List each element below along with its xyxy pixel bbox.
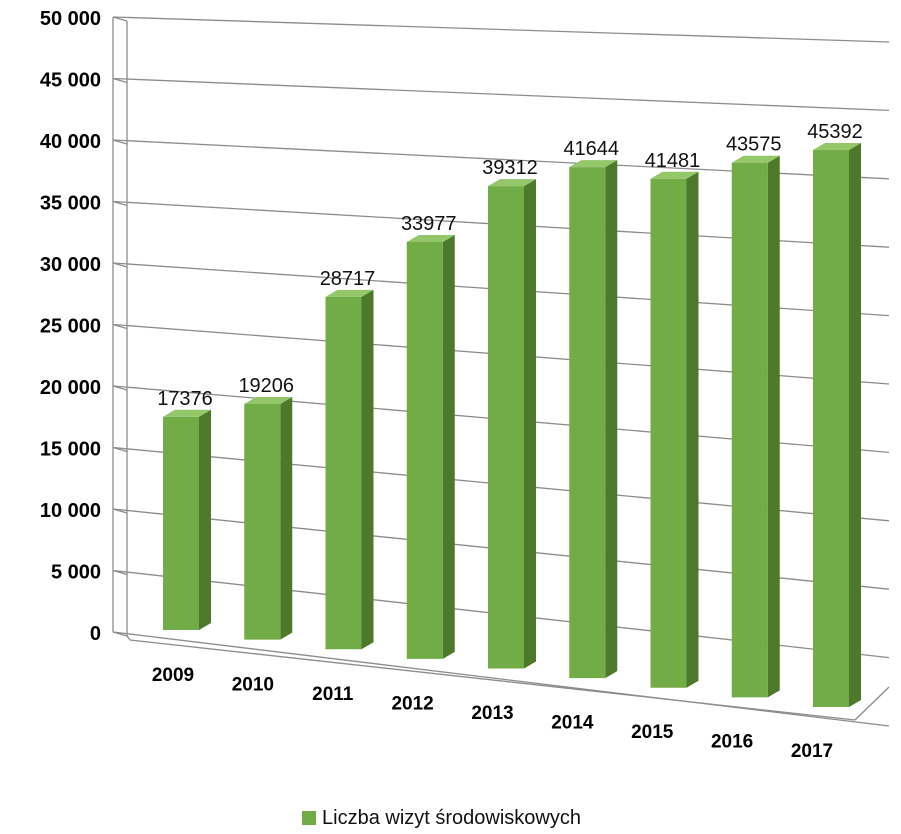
bar-side bbox=[361, 289, 374, 650]
bar-front bbox=[650, 178, 687, 688]
floor-edge bbox=[854, 686, 890, 721]
y-tick-label: 20 000 bbox=[40, 377, 101, 399]
x-axis-tick-labels: 2009 2010 2011 2012 2013 2014 2015 2016 2017 bbox=[152, 665, 833, 762]
y-tick-label: 50 000 bbox=[40, 8, 101, 30]
bar-front bbox=[813, 150, 849, 707]
y-tick-label: 5 000 bbox=[51, 562, 101, 584]
floor-edge bbox=[129, 639, 856, 721]
x-tick-label: 2014 bbox=[551, 713, 594, 734]
x-tick-label: 2015 bbox=[631, 722, 674, 743]
bar-front bbox=[244, 403, 281, 640]
bar-side bbox=[524, 179, 536, 669]
bar-side bbox=[442, 234, 455, 659]
y-tick-label: 45 000 bbox=[40, 70, 101, 92]
data-label: 39312 bbox=[482, 157, 538, 179]
bar-top bbox=[163, 409, 211, 417]
data-label: 17376 bbox=[157, 388, 213, 410]
x-tick-label: 2011 bbox=[312, 684, 354, 705]
legend-swatch bbox=[302, 811, 316, 825]
bar-top bbox=[244, 396, 293, 404]
bar-top bbox=[731, 155, 780, 163]
bar-side bbox=[686, 171, 699, 688]
data-labels: 17376 19206 28717 33977 39312 41644 41481 43575… bbox=[157, 121, 863, 410]
bar-front bbox=[406, 241, 443, 659]
bar-front bbox=[569, 167, 606, 679]
legend: Liczba wizyt środowiskowych bbox=[302, 806, 581, 830]
gridline-wall bbox=[112, 508, 128, 514]
bar-front bbox=[325, 296, 362, 650]
bar bbox=[163, 409, 211, 630]
gridline-wall bbox=[112, 569, 128, 576]
gridline-wall bbox=[112, 16, 128, 22]
gridline-wall bbox=[112, 631, 128, 637]
floor-edge bbox=[126, 635, 131, 641]
gridline-wall bbox=[112, 77, 128, 84]
bar-front bbox=[731, 162, 768, 698]
y-tick-label: 10 000 bbox=[40, 500, 101, 522]
bar-top bbox=[406, 234, 455, 242]
x-tick-label: 2016 bbox=[711, 732, 753, 753]
bar-side bbox=[199, 409, 211, 630]
gridline-wall bbox=[112, 262, 128, 268]
gridline bbox=[112, 631, 890, 727]
bars bbox=[163, 143, 861, 707]
bar bbox=[406, 234, 455, 659]
gridline-wall bbox=[112, 385, 128, 391]
bar-front bbox=[163, 416, 199, 630]
bar bbox=[569, 160, 618, 679]
bar bbox=[813, 143, 861, 707]
bar-top bbox=[813, 143, 861, 151]
bar-chart: 0 5 000 10 000 15 000 20 000 25 000 30 000 35 0… bbox=[40, 8, 890, 762]
bar-side bbox=[849, 143, 861, 707]
data-label: 41481 bbox=[645, 150, 701, 172]
x-tick-label: 2017 bbox=[791, 741, 833, 762]
bar-top bbox=[325, 289, 374, 297]
bar-side bbox=[280, 396, 293, 640]
legend-label: Liczba wizyt środowiskowych bbox=[322, 806, 581, 829]
gridline-wall bbox=[112, 139, 128, 145]
bar-top bbox=[488, 179, 536, 187]
x-tick-label: 2012 bbox=[391, 694, 433, 715]
y-tick-label: 15 000 bbox=[40, 439, 101, 461]
bar-front bbox=[488, 186, 524, 669]
y-tick-label: 0 bbox=[90, 623, 101, 645]
data-label: 33977 bbox=[401, 213, 457, 235]
bar bbox=[731, 155, 780, 698]
gridline bbox=[112, 16, 890, 43]
bar-side bbox=[605, 160, 618, 679]
bar-top bbox=[650, 171, 699, 179]
data-label: 41644 bbox=[563, 138, 619, 160]
gridline-wall bbox=[112, 323, 128, 330]
bar-side bbox=[767, 155, 780, 698]
x-tick-label: 2009 bbox=[152, 665, 194, 686]
bar bbox=[488, 179, 536, 669]
bar bbox=[325, 289, 374, 650]
bar bbox=[244, 396, 293, 640]
bar bbox=[650, 171, 699, 688]
x-tick-label: 2010 bbox=[232, 675, 274, 696]
data-label: 45392 bbox=[807, 121, 863, 143]
x-tick-label: 2013 bbox=[471, 703, 513, 724]
y-tick-label: 30 000 bbox=[40, 254, 101, 276]
data-label: 43575 bbox=[726, 134, 782, 156]
gridline bbox=[112, 77, 890, 112]
y-tick-label: 25 000 bbox=[40, 316, 101, 338]
bar-top bbox=[569, 160, 618, 168]
y-tick-label: 35 000 bbox=[40, 193, 101, 215]
gridline-wall bbox=[112, 446, 128, 453]
data-label: 19206 bbox=[238, 375, 294, 397]
gridline-wall bbox=[112, 200, 128, 207]
y-axis-tick-labels: 0 5 000 10 000 15 000 20 000 25 000 30 000 35 0… bbox=[40, 8, 101, 645]
y-tick-label: 40 000 bbox=[40, 131, 101, 153]
data-label: 28717 bbox=[320, 268, 376, 290]
